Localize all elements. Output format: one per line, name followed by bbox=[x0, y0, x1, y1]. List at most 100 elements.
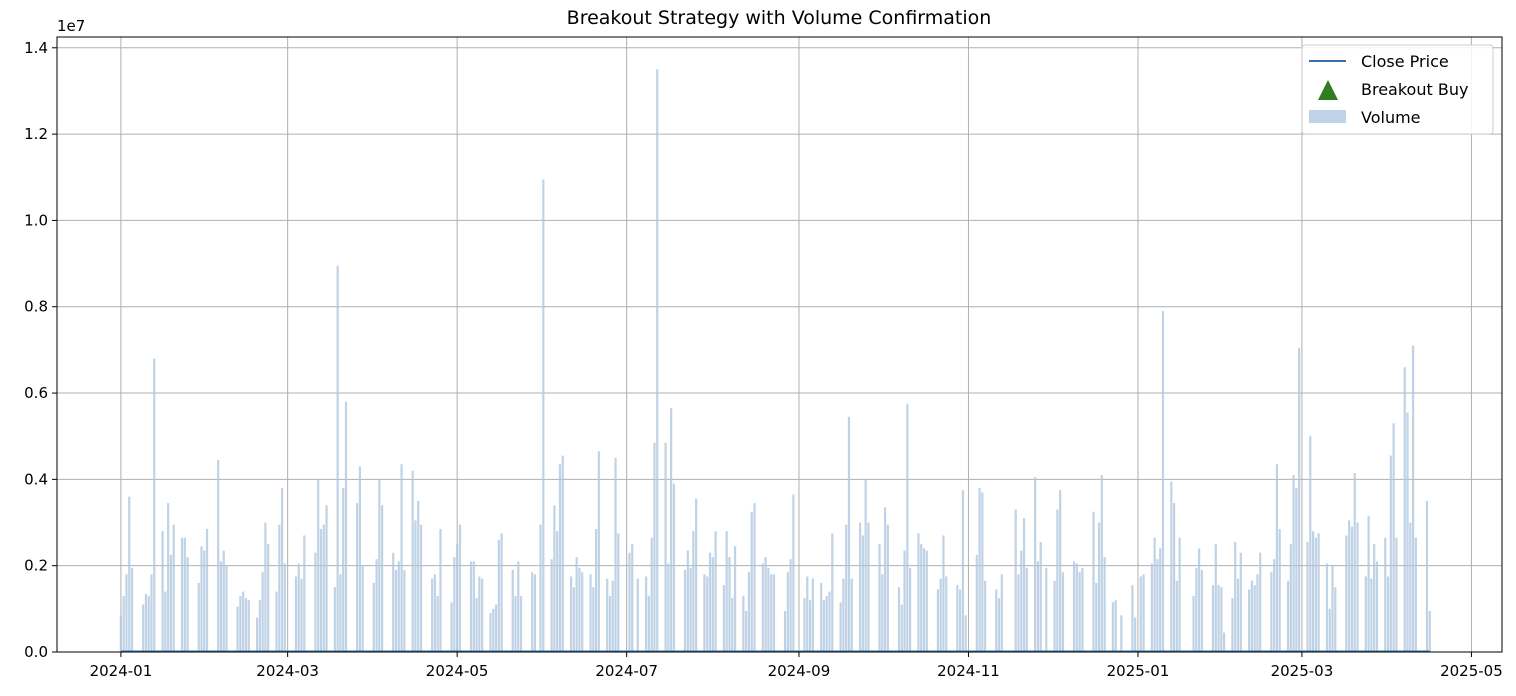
volume-bar bbox=[261, 572, 264, 652]
volume-bar bbox=[883, 507, 887, 652]
volume-bar bbox=[1092, 511, 1095, 652]
volume-bar bbox=[1248, 589, 1251, 652]
volume-bar bbox=[542, 179, 545, 653]
volume-bar bbox=[439, 529, 442, 652]
volume-bar bbox=[1120, 615, 1123, 652]
volume-bar bbox=[786, 572, 789, 652]
volume-bar bbox=[1411, 345, 1415, 652]
volume-bar bbox=[1200, 570, 1203, 652]
volume-bar bbox=[1386, 576, 1390, 652]
volume-bar bbox=[1175, 580, 1178, 652]
volume-bar bbox=[1309, 436, 1312, 652]
volume-bar bbox=[1036, 561, 1040, 652]
volume-bar bbox=[1056, 509, 1059, 652]
volume-bar bbox=[670, 408, 673, 652]
volume-bar bbox=[897, 587, 901, 652]
volume-bar bbox=[142, 604, 145, 652]
volume-bar bbox=[1317, 533, 1320, 652]
x-tick-label: 2024-03 bbox=[256, 662, 319, 680]
volume-bar bbox=[578, 567, 581, 652]
volume-bar bbox=[489, 613, 492, 652]
volume-bar bbox=[1078, 572, 1081, 652]
volume-bar bbox=[667, 563, 670, 652]
volume-bar bbox=[1072, 561, 1076, 652]
x-tick-label: 2024-07 bbox=[595, 662, 658, 680]
volume-bar bbox=[753, 503, 756, 652]
volume-bar bbox=[925, 550, 928, 652]
volume-bar bbox=[242, 591, 245, 652]
volume-bar bbox=[419, 524, 423, 652]
volume-bar bbox=[1197, 548, 1201, 652]
volume-bar bbox=[1081, 567, 1084, 652]
volume-bar bbox=[608, 595, 612, 652]
volume-bar bbox=[1428, 611, 1431, 652]
volume-bar bbox=[558, 464, 562, 652]
volume-bar bbox=[695, 498, 698, 652]
volume-bar bbox=[811, 578, 814, 652]
volume-bar bbox=[764, 557, 767, 652]
volume-bar bbox=[392, 552, 395, 652]
volume-bar bbox=[900, 604, 903, 652]
volume-bar bbox=[631, 544, 634, 652]
volume-bar bbox=[728, 557, 731, 652]
volume-bar bbox=[975, 554, 978, 652]
volume-bar bbox=[1061, 572, 1065, 652]
volume-bar bbox=[606, 578, 609, 652]
volume-bar bbox=[1178, 537, 1181, 652]
volume-bar bbox=[614, 457, 617, 652]
volume-bar bbox=[1373, 544, 1376, 652]
volume-bar bbox=[1211, 585, 1215, 652]
volume-bar bbox=[1289, 544, 1292, 652]
volume-bar bbox=[147, 595, 150, 652]
volume-bar bbox=[1022, 518, 1026, 652]
volume-bar bbox=[1286, 580, 1290, 652]
volume-bar bbox=[481, 578, 484, 652]
volume-bar bbox=[258, 600, 261, 652]
volume-bar bbox=[783, 611, 787, 652]
volume-bar bbox=[984, 580, 987, 652]
volume-bar bbox=[144, 593, 148, 652]
volume-bar bbox=[636, 578, 639, 652]
volume-bar bbox=[714, 531, 717, 652]
volume-bar bbox=[436, 595, 439, 652]
y-tick-label: 1.0 bbox=[24, 211, 48, 229]
volume-bar bbox=[858, 522, 862, 652]
volume-bar bbox=[981, 492, 984, 652]
volume-bar bbox=[803, 598, 806, 652]
volume-bar bbox=[842, 578, 845, 652]
volume-bar bbox=[945, 576, 948, 652]
volume-bar bbox=[1159, 548, 1162, 652]
volume-bar bbox=[733, 546, 737, 652]
volume-bar bbox=[745, 611, 748, 652]
volume-bar bbox=[161, 531, 164, 652]
volume-bar bbox=[845, 524, 848, 652]
x-tick-label: 2024-05 bbox=[426, 662, 489, 680]
volume-bar bbox=[186, 557, 189, 652]
volume-bar bbox=[183, 537, 186, 652]
volume-bar bbox=[1153, 537, 1156, 652]
volume-bar bbox=[325, 505, 328, 652]
volume-bar bbox=[761, 563, 764, 652]
volume-bar bbox=[597, 451, 600, 652]
volume-bar bbox=[180, 537, 184, 652]
volume-bar bbox=[400, 464, 403, 652]
volume-bar bbox=[1100, 475, 1103, 652]
volume-bar bbox=[1414, 537, 1417, 652]
volume-bar bbox=[767, 567, 770, 652]
volume-bar bbox=[917, 533, 920, 652]
volume-bar bbox=[394, 570, 398, 652]
x-tick-label: 2024-11 bbox=[937, 662, 1000, 680]
volume-bar bbox=[1134, 617, 1137, 652]
volume-bar bbox=[128, 496, 131, 652]
volume-bar bbox=[205, 529, 209, 652]
volume-bar bbox=[280, 488, 284, 652]
y-tick-label: 0.6 bbox=[24, 384, 48, 402]
volume-bar bbox=[1295, 488, 1298, 652]
volume-bar bbox=[997, 598, 1001, 652]
volume-bar bbox=[1156, 559, 1159, 652]
legend-volume-swatch bbox=[1309, 110, 1346, 123]
volume-bar bbox=[1384, 537, 1387, 652]
volume-bar bbox=[264, 522, 267, 652]
volume-bar bbox=[1306, 541, 1309, 652]
volume-bar bbox=[433, 574, 437, 652]
